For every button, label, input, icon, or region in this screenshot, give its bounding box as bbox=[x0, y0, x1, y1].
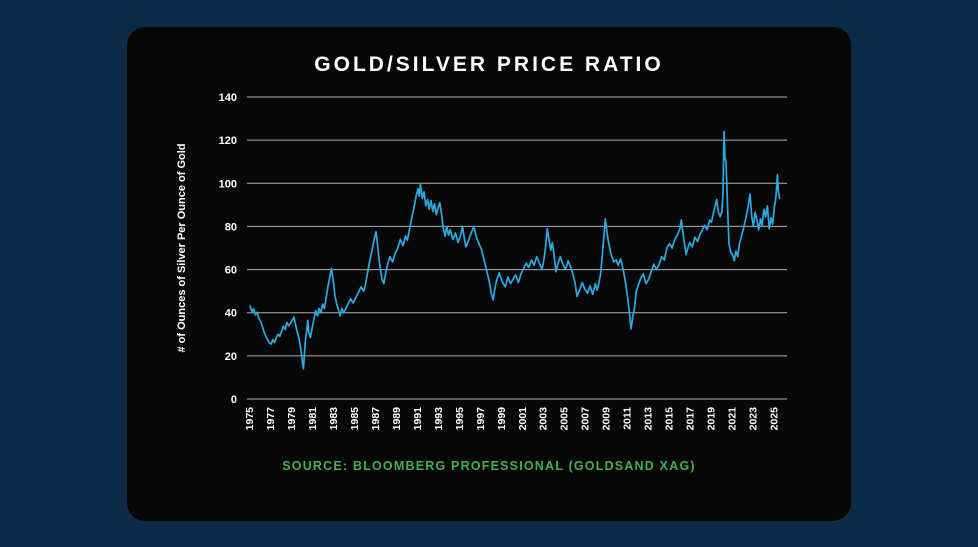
svg-text:2009: 2009 bbox=[601, 407, 613, 431]
x-axis-tick-labels: 1975 1977 1979 1981 1983 1985 1987 1989 1991 1993… bbox=[244, 407, 780, 431]
svg-text:2023: 2023 bbox=[747, 407, 759, 431]
svg-text:2021: 2021 bbox=[727, 407, 739, 431]
svg-text:1975: 1975 bbox=[244, 407, 256, 431]
svg-text:20: 20 bbox=[225, 351, 237, 363]
svg-text:2005: 2005 bbox=[559, 407, 571, 431]
svg-text:2013: 2013 bbox=[643, 407, 655, 431]
svg-text:2003: 2003 bbox=[538, 407, 550, 431]
svg-text:1985: 1985 bbox=[349, 407, 361, 431]
svg-text:2025: 2025 bbox=[768, 407, 780, 431]
svg-text:1995: 1995 bbox=[454, 407, 466, 431]
svg-text:1979: 1979 bbox=[286, 407, 298, 431]
source-caption: SOURCE: BLOOMBERG PROFESSIONAL (GOLDSAND… bbox=[282, 459, 696, 473]
svg-text:1981: 1981 bbox=[307, 407, 319, 431]
svg-text:1997: 1997 bbox=[475, 407, 487, 431]
svg-text:0: 0 bbox=[231, 394, 237, 406]
chart-panel: GOLD/SILVER PRICE RATIO 0 20 40 60 80 100 120 1… bbox=[127, 27, 851, 521]
svg-text:80: 80 bbox=[225, 221, 237, 233]
y-axis-title: # of Ounces of Silver Per Ounce of Gold bbox=[176, 143, 188, 352]
svg-text:2001: 2001 bbox=[517, 407, 529, 431]
svg-text:1983: 1983 bbox=[328, 407, 340, 431]
svg-text:40: 40 bbox=[225, 308, 237, 320]
svg-text:1999: 1999 bbox=[496, 407, 508, 431]
y-axis-tick-labels: 0 20 40 60 80 100 120 140 bbox=[219, 92, 237, 406]
svg-text:# of Ounces of Silver Per Ounc: # of Ounces of Silver Per Ounce of Gold bbox=[176, 143, 188, 352]
svg-text:1993: 1993 bbox=[433, 407, 445, 431]
svg-text:2011: 2011 bbox=[622, 407, 634, 430]
ratio-series-line bbox=[249, 130, 781, 370]
svg-text:1987: 1987 bbox=[370, 407, 382, 431]
svg-text:120: 120 bbox=[219, 135, 237, 147]
svg-text:60: 60 bbox=[225, 265, 237, 277]
svg-text:2015: 2015 bbox=[664, 407, 676, 431]
svg-text:100: 100 bbox=[219, 178, 237, 190]
svg-text:1977: 1977 bbox=[265, 407, 277, 431]
svg-text:2007: 2007 bbox=[580, 407, 592, 431]
chart-area: 0 20 40 60 80 100 120 140 1975 1977 1979 1981 1983 19… bbox=[127, 81, 851, 457]
svg-text:1991: 1991 bbox=[412, 407, 424, 431]
gridlines bbox=[247, 96, 787, 400]
svg-text:140: 140 bbox=[219, 92, 237, 104]
svg-text:2017: 2017 bbox=[685, 407, 697, 431]
svg-text:1989: 1989 bbox=[391, 407, 403, 431]
svg-text:2019: 2019 bbox=[706, 407, 718, 431]
chart-title: GOLD/SILVER PRICE RATIO bbox=[314, 53, 664, 76]
